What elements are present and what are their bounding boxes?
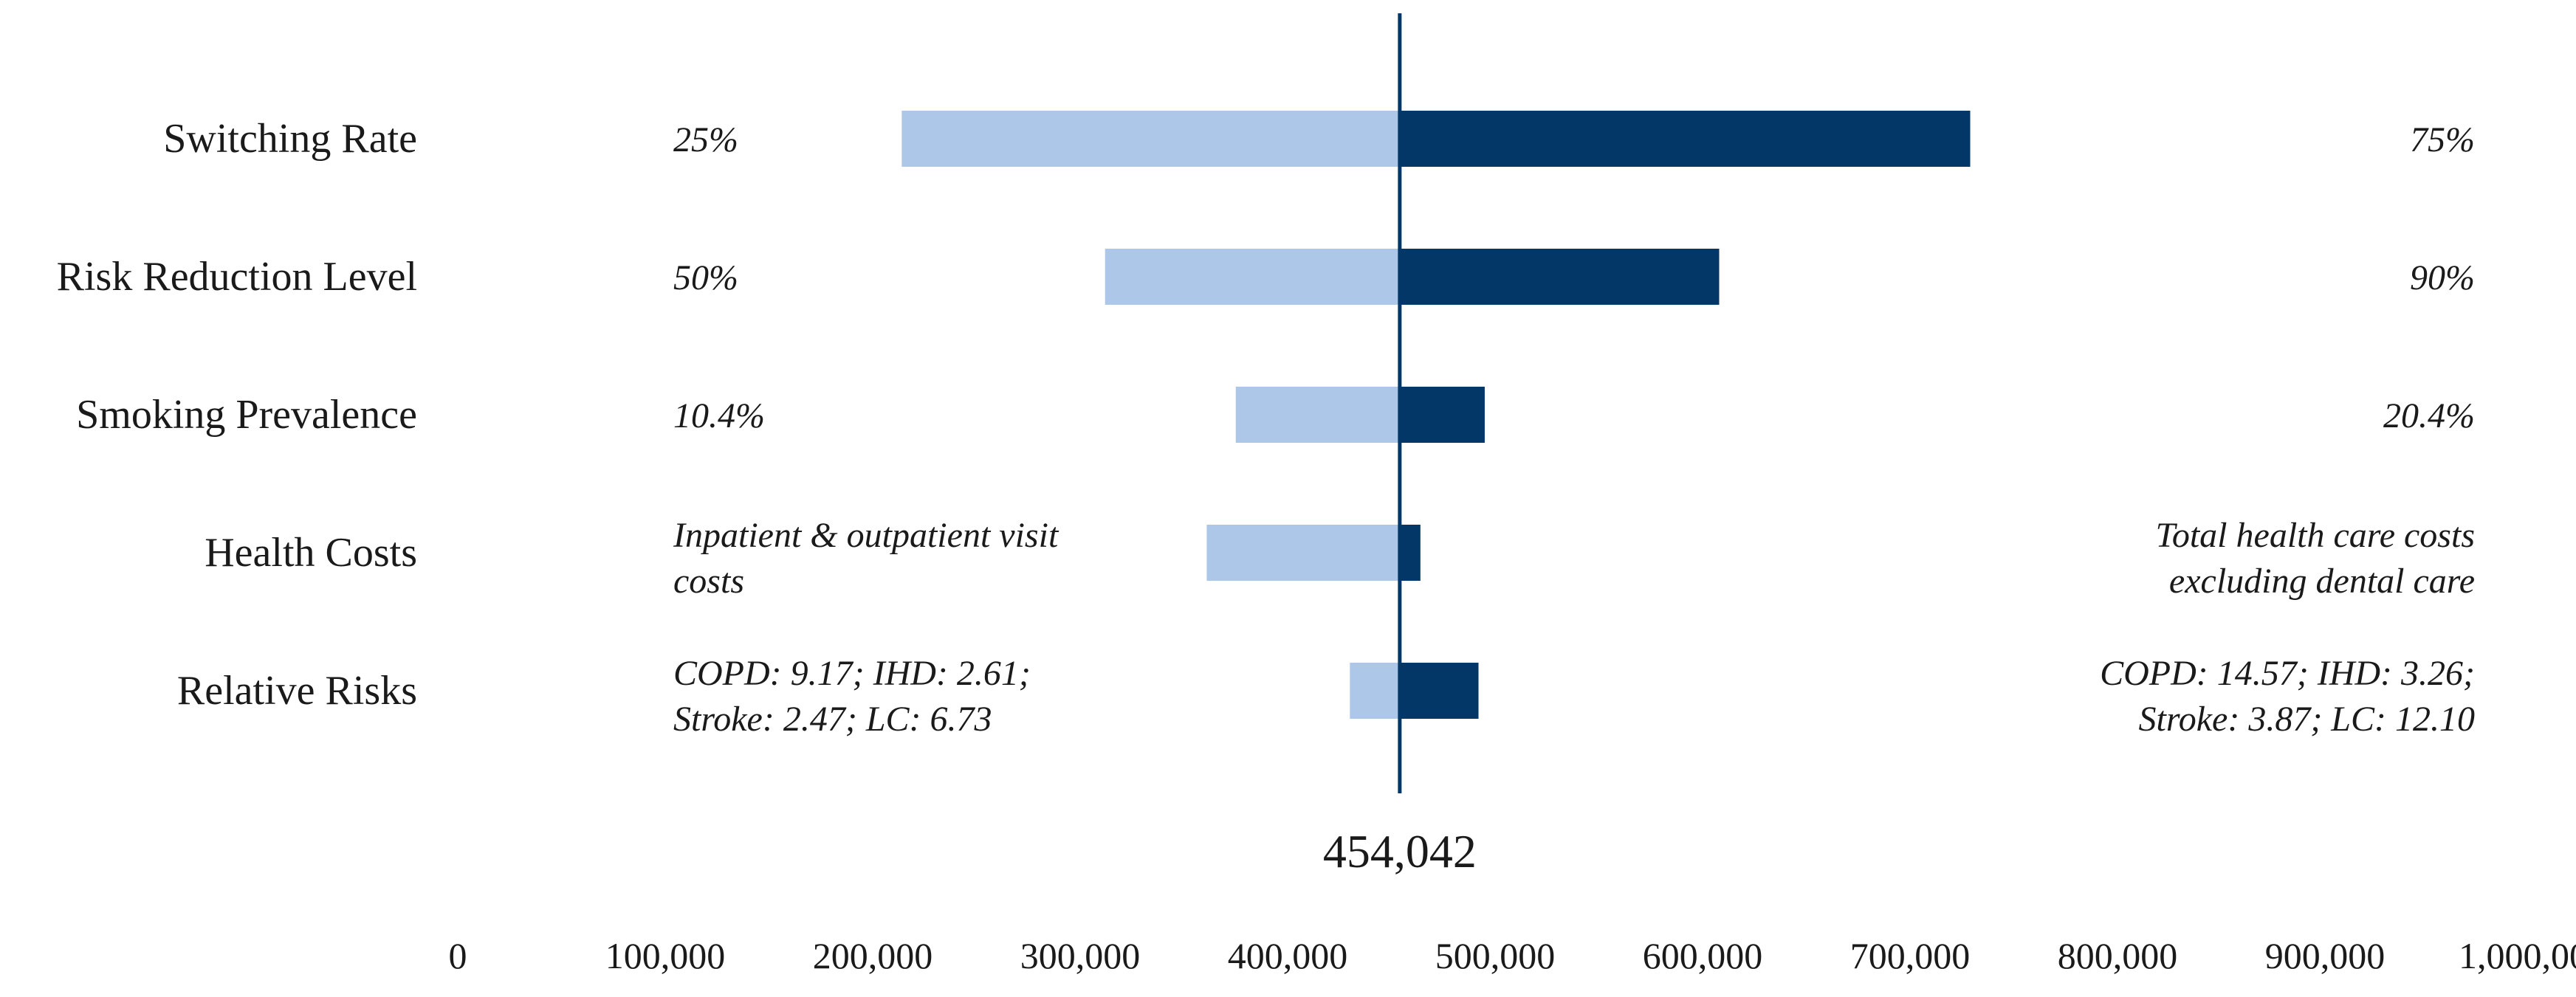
high-bar [1399,249,1720,305]
x-tick-label: 400,000 [1228,935,1348,976]
low-bar [901,111,1400,167]
high-bar [1399,387,1485,443]
x-tick-label: 500,000 [1435,935,1556,976]
low-annotation: Inpatient & outpatient visit [673,516,1059,555]
high-annotation: Total health care costs [2156,516,2475,555]
low-annotation: 25% [673,120,738,159]
low-annotation: costs [673,562,744,601]
x-axis: 0 100,000 200,000 300,000 400,000 500,000 600,… [449,935,2576,976]
high-annotation: 75% [2410,120,2475,159]
x-tick-label: 600,000 [1643,935,1763,976]
low-bar [1105,249,1400,305]
high-annotation: 90% [2410,258,2475,297]
low-annotation: 10.4% [673,396,765,435]
x-tick-label: 900,000 [2265,935,2386,976]
high-annotation: Stroke: 3.87; LC: 12.10 [2138,700,2475,739]
x-tick-label: 700,000 [1850,935,1971,976]
high-annotation: 20.4% [2383,396,2475,435]
high-bar [1399,525,1421,581]
low-bar [1206,525,1400,581]
x-tick-label: 0 [449,935,467,976]
baseline-label: 454,042 [1323,825,1477,877]
category-label: Smoking Prevalence [76,392,417,438]
x-tick-label: 1,000,000 [2459,935,2576,976]
labels-group: Switching Rate 25% 75% Risk Reduction Level… [57,116,2475,739]
category-label: Relative Risks [177,668,417,714]
low-annotation: COPD: 9.17; IHD: 2.61; [673,654,1031,693]
x-tick-label: 300,000 [1020,935,1141,976]
high-annotation: COPD: 14.57; IHD: 3.26; [2100,654,2475,693]
high-annotation: excluding dental care [2169,562,2475,601]
low-bar [1235,387,1400,443]
x-tick-label: 200,000 [813,935,933,976]
x-tick-label: 800,000 [2058,935,2178,976]
high-bar [1399,663,1479,719]
low-annotation: Stroke: 2.47; LC: 6.73 [673,700,992,739]
category-label: Risk Reduction Level [57,254,417,300]
high-bar [1399,111,1971,167]
bars-group [901,111,1971,719]
x-tick-label: 100,000 [605,935,726,976]
category-label: Health Costs [205,530,417,576]
low-bar [1350,663,1400,719]
category-label: Switching Rate [163,116,417,162]
low-annotation: 50% [673,258,738,297]
